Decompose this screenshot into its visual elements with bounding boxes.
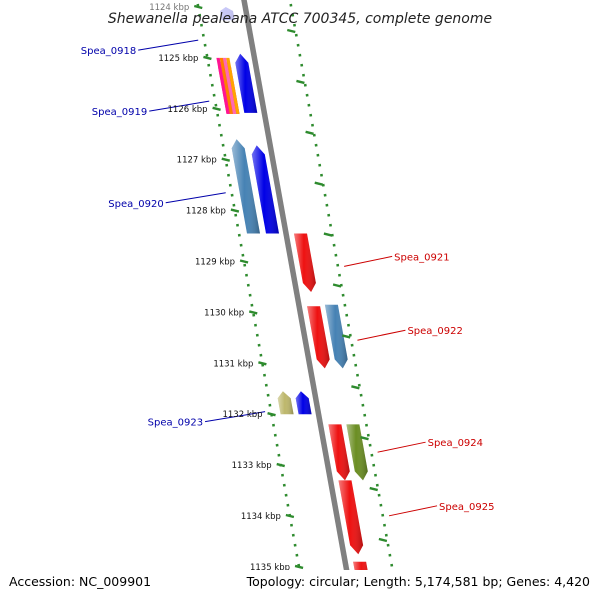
gene-feature[interactable] (216, 57, 240, 114)
tick-major (203, 55, 212, 61)
tick-major (341, 334, 351, 339)
svg-text:Spea_0918: Spea_0918 (81, 46, 136, 57)
kbp-label: 1134 kbp (241, 512, 281, 522)
gene-feature[interactable] (277, 391, 294, 415)
tick-major (369, 486, 379, 492)
gene-feature[interactable] (324, 304, 348, 369)
page-title: Shewanella pealeana ATCC 700345, complet… (108, 11, 492, 27)
gene-label-spea_0925[interactable]: Spea_0925 (388, 502, 494, 517)
svg-text:Spea_0922: Spea_0922 (407, 326, 462, 337)
gene-feature-spea_0922[interactable] (307, 306, 330, 369)
gene-feature-spea_0925[interactable] (338, 480, 364, 555)
gene-feature-spea_0918[interactable] (235, 53, 258, 113)
kbp-label: 1132 kbp (222, 410, 262, 420)
kbp-label: 1133 kbp (232, 461, 272, 471)
svg-text:Spea_0921: Spea_0921 (394, 252, 449, 263)
tick-major (258, 361, 267, 366)
svg-text:Spea_0919: Spea_0919 (92, 107, 147, 118)
gene-stripe (219, 57, 233, 114)
kbp-label: 1135 kbp (250, 563, 290, 573)
gene-label-spea_0921[interactable]: Spea_0921 (344, 252, 450, 267)
svg-text:Spea_0920: Spea_0920 (108, 199, 163, 210)
gene-label-spea_0923[interactable]: Spea_0923 (148, 411, 266, 429)
tick-major (239, 259, 249, 264)
kbp-label: 1125 kbp (158, 54, 198, 64)
gene-label-spea_0920[interactable]: Spea_0920 (108, 192, 226, 210)
gene-labels: Spea_0918 Spea_0919 Spea_0920 Spea_0921 Spea… (81, 39, 494, 517)
kbp-labels: 1124 kbp 1125 kbp 1126 kbp 1127 kbp 1128 kbp… (149, 3, 397, 594)
kbp-label: 1126 kbp (168, 105, 208, 115)
gene-feature[interactable] (220, 7, 235, 21)
tick-major (286, 28, 296, 34)
kbp-label: 1130 kbp (204, 308, 244, 318)
tick-major (360, 436, 369, 441)
tick-major (332, 283, 342, 288)
tick-major (305, 130, 314, 135)
gene-label-spea_0918[interactable]: Spea_0918 (81, 39, 199, 57)
gene-stripe (222, 57, 237, 114)
tick-major (193, 4, 203, 10)
kbp-label: 1127 kbp (177, 156, 217, 166)
kbp-label: 1124 kbp (149, 3, 189, 13)
tick-major (285, 513, 295, 519)
svg-text:Spea_0925: Spea_0925 (439, 502, 494, 513)
tick-major (296, 79, 305, 85)
gene-stripe (216, 57, 230, 114)
gene-feature[interactable] (231, 139, 260, 234)
kbp-label: 1131 kbp (213, 359, 253, 369)
kbp-label: 1128 kbp (186, 207, 226, 217)
accession-text: Accession: NC_009901 (9, 574, 151, 589)
gene-features (216, 7, 371, 598)
gene-feature-spea_0921[interactable] (294, 233, 316, 293)
tick-major (276, 462, 286, 468)
kbp-label: 1129 kbp (195, 258, 235, 268)
genome-backbone (241, 0, 355, 600)
tick-major (294, 564, 304, 570)
genome-summary-text: Topology: circular; Length: 5,174,581 bp… (246, 574, 590, 589)
gene-feature-spea_0924[interactable] (328, 424, 350, 481)
svg-text:Spea_0924: Spea_0924 (428, 438, 483, 449)
tick-major (212, 106, 221, 111)
tick-major (314, 181, 324, 186)
tick-major (230, 208, 240, 213)
tick-major (267, 412, 276, 417)
tick-major (221, 157, 231, 162)
gene-feature-spea_0920[interactable] (251, 145, 279, 234)
tick-major (351, 385, 360, 390)
backbone-line (241, 0, 355, 600)
tick-major (323, 232, 333, 237)
svg-text:Spea_0923: Spea_0923 (148, 418, 203, 429)
gene-label-spea_0922[interactable]: Spea_0922 (357, 326, 463, 341)
tick-major (378, 537, 388, 543)
gene-stripe (226, 57, 240, 114)
gene-feature[interactable] (346, 424, 368, 481)
gene-label-spea_0924[interactable]: Spea_0924 (377, 438, 483, 453)
gene-label-spea_0919[interactable]: Spea_0919 (92, 100, 210, 118)
tick-major (248, 310, 258, 315)
gene-feature-spea_0923[interactable] (295, 391, 312, 415)
